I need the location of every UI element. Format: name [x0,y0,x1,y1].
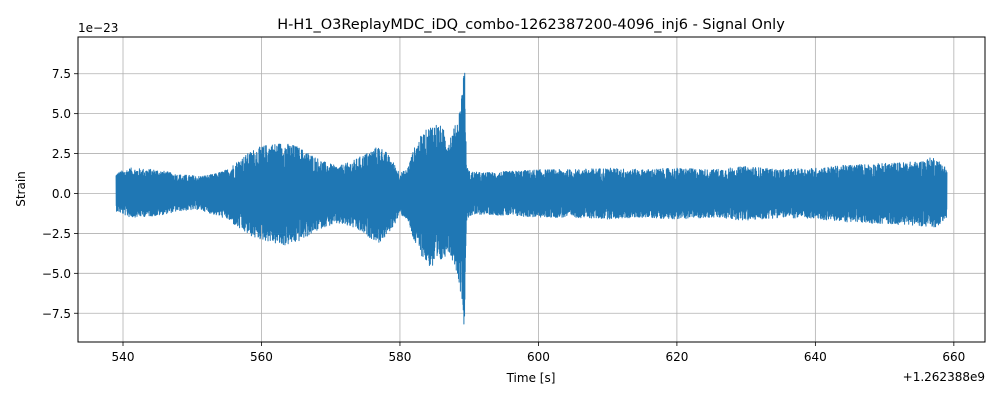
y-tick-label: 2.5 [52,147,71,161]
strain-signal-line [115,72,948,325]
x-tick-label: 620 [665,350,688,364]
x-tick-label: 580 [388,350,411,364]
series-group [115,72,948,325]
x-offset-label: +1.262388e9 [903,370,985,384]
x-axis-label: Time [s] [506,371,556,385]
x-tick-label: 560 [250,350,273,364]
y-tick-label: 5.0 [52,107,71,121]
x-tick-label: 600 [527,350,550,364]
y-scale-label: 1e−23 [78,21,118,35]
plot-frame [77,36,986,343]
x-tick-label: 540 [112,350,135,364]
x-tick-label: 640 [804,350,827,364]
y-tick-label: −5.0 [42,267,71,281]
y-tick-label: −2.5 [42,227,71,241]
y-tick-label: 7.5 [52,67,71,81]
chart-title: H-H1_O3ReplayMDC_iDQ_combo-1262387200-40… [277,17,785,33]
x-tick-label: 660 [942,350,965,364]
x-axis-ticks: 540 560 580 600 620 640 660 [112,342,965,364]
y-tick-label: 0.0 [52,187,71,201]
y-axis-ticks: −7.5 −5.0 −2.5 0.0 2.5 5.0 7.5 [42,67,78,321]
y-tick-label: −7.5 [42,307,71,321]
y-axis-label: Strain [14,171,28,207]
